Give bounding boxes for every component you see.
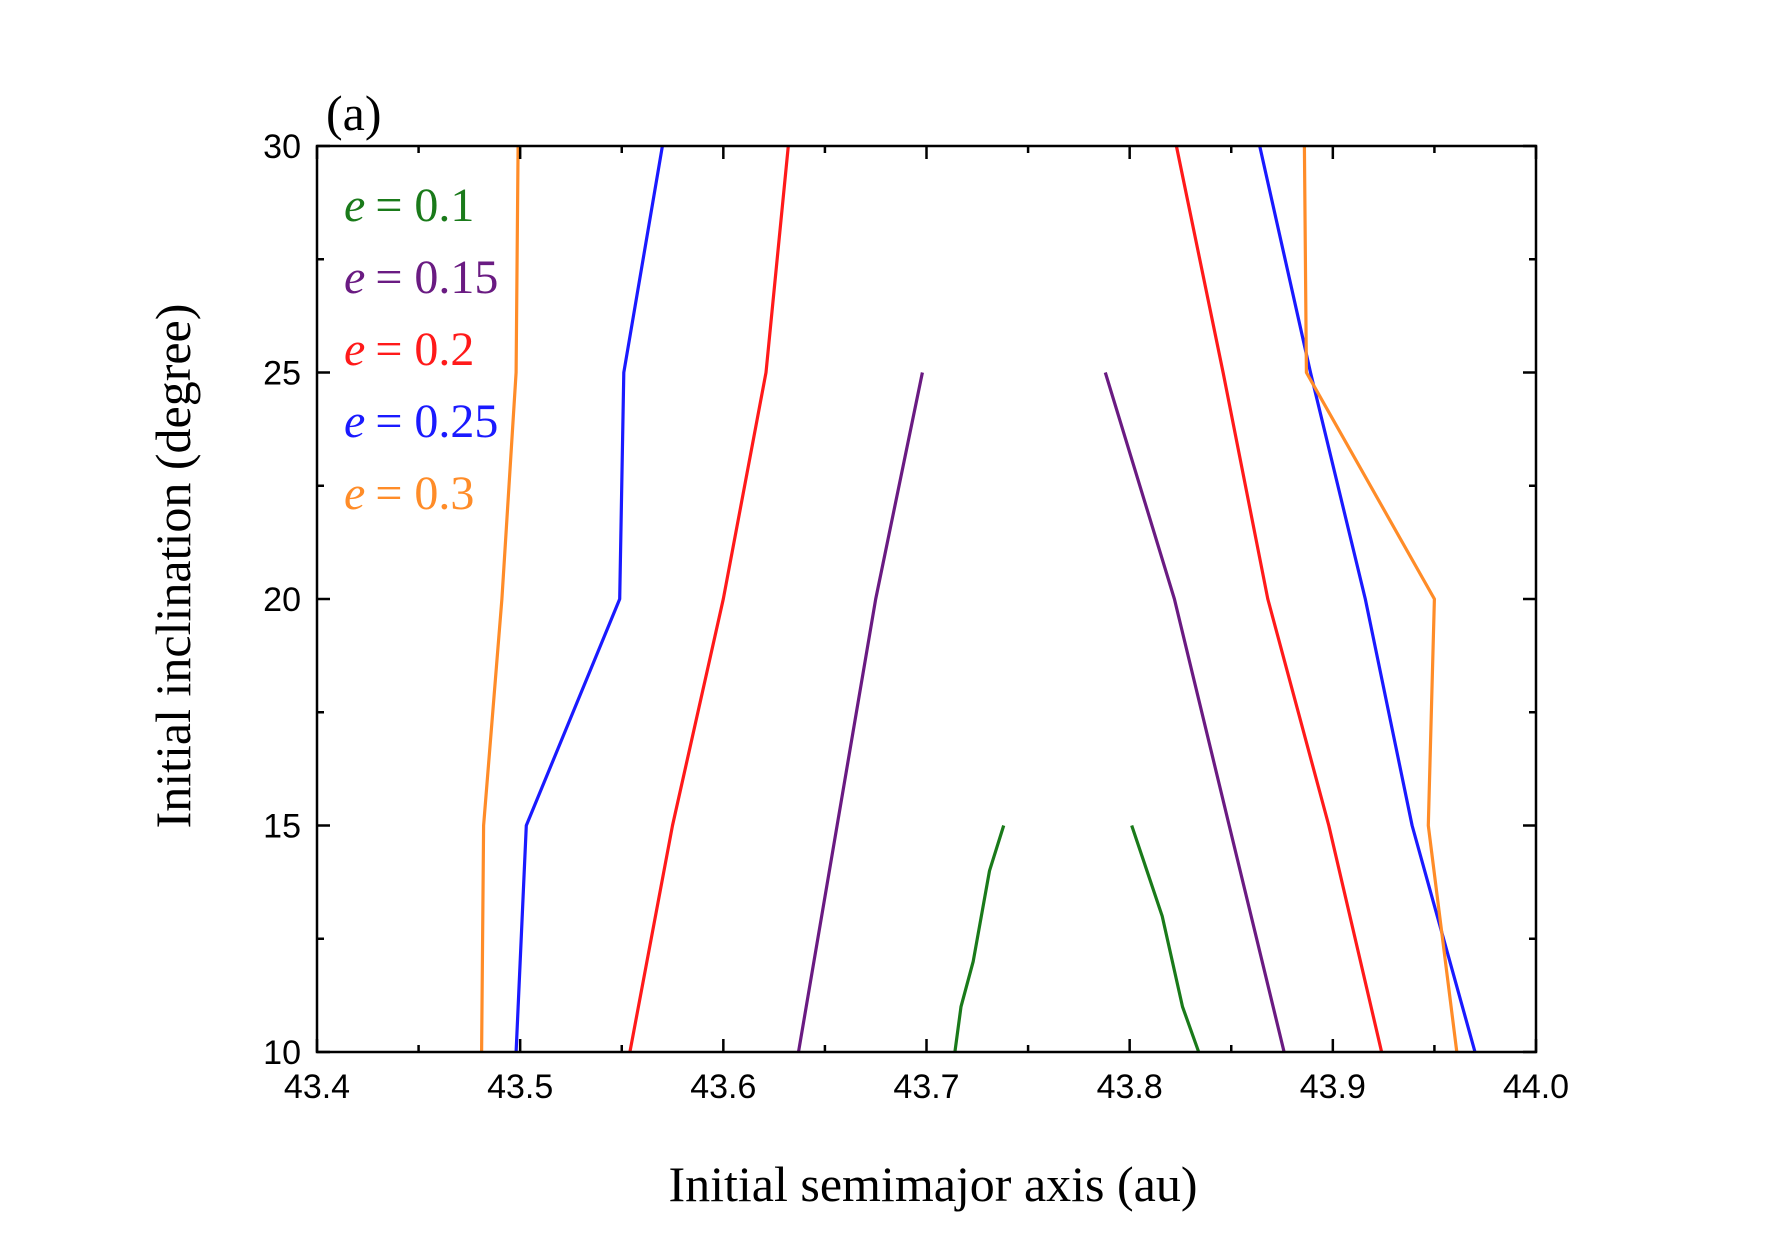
series-line-0-branch-1 <box>1130 824 1201 1053</box>
x-axis: 43.4 43.5 43.6 43.7 43.8 43.9 44.0 <box>284 146 1569 1106</box>
legend-var: e <box>344 251 365 304</box>
y-tick-label: 20 <box>263 581 301 619</box>
legend-var: e <box>344 179 365 232</box>
series-line-2-branch-0 <box>628 145 790 1053</box>
x-axis-title: Initial semimajor axis (au) <box>668 1156 1197 1212</box>
y-tick-label: 15 <box>263 808 301 846</box>
panel-label: (a) <box>326 85 382 141</box>
series-line-3-branch-0 <box>514 145 664 1053</box>
series-line-3-branch-1 <box>1258 145 1477 1053</box>
series-line-0-branch-0 <box>953 825 1006 1053</box>
legend-var: e <box>344 395 365 448</box>
series-line-4-branch-0 <box>480 145 520 1053</box>
x-tick-label: 43.9 <box>1300 1068 1366 1106</box>
series-layer <box>480 145 1477 1053</box>
legend-value: = 0.25 <box>375 395 498 448</box>
y-axis: 10 15 20 25 30 <box>263 128 1536 1072</box>
series-line-2-branch-1 <box>1174 145 1384 1053</box>
y-tick-label: 30 <box>263 128 301 166</box>
legend-var: e <box>344 467 365 520</box>
legend-entry: e = 0.1 <box>344 179 474 232</box>
x-tick-label: 44.0 <box>1503 1068 1569 1106</box>
legend-var: e <box>344 323 365 376</box>
x-tick-label: 43.4 <box>284 1068 350 1106</box>
legend: e = 0.1e = 0.15e = 0.2e = 0.25e = 0.3 <box>344 179 498 520</box>
legend-value: = 0.2 <box>375 323 474 376</box>
legend-entry: e = 0.2 <box>344 323 474 376</box>
legend-entry: e = 0.25 <box>344 395 498 448</box>
plot-frame <box>315 144 1538 1054</box>
x-tick-label: 43.6 <box>690 1068 756 1106</box>
series-line-4-branch-1 <box>1302 145 1459 1053</box>
legend-value: = 0.3 <box>375 467 474 520</box>
y-axis-title: Initial inclination (degree) <box>145 304 201 829</box>
legend-entry: e = 0.15 <box>344 251 498 304</box>
x-tick-label: 43.7 <box>893 1068 959 1106</box>
series-line-1-branch-1 <box>1103 372 1286 1053</box>
x-tick-label: 43.5 <box>487 1068 553 1106</box>
x-tick-label: 43.8 <box>1097 1068 1163 1106</box>
series-line-1-branch-0 <box>796 372 924 1053</box>
y-tick-label: 10 <box>263 1034 301 1072</box>
legend-value: = 0.15 <box>375 251 498 304</box>
y-tick-label: 25 <box>263 355 301 393</box>
legend-entry: e = 0.3 <box>344 467 474 520</box>
legend-value: = 0.1 <box>375 179 474 232</box>
